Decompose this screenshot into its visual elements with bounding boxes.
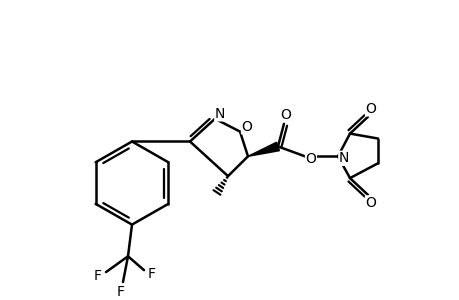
- Text: F: F: [148, 267, 156, 281]
- Text: O: O: [365, 102, 375, 116]
- Text: N: N: [338, 151, 348, 165]
- Text: N: N: [214, 107, 225, 121]
- Polygon shape: [247, 142, 279, 156]
- Text: O: O: [280, 108, 291, 122]
- Text: F: F: [117, 285, 125, 299]
- Text: O: O: [305, 152, 316, 166]
- Text: O: O: [365, 196, 375, 210]
- Text: F: F: [94, 269, 102, 283]
- Text: O: O: [241, 120, 252, 134]
